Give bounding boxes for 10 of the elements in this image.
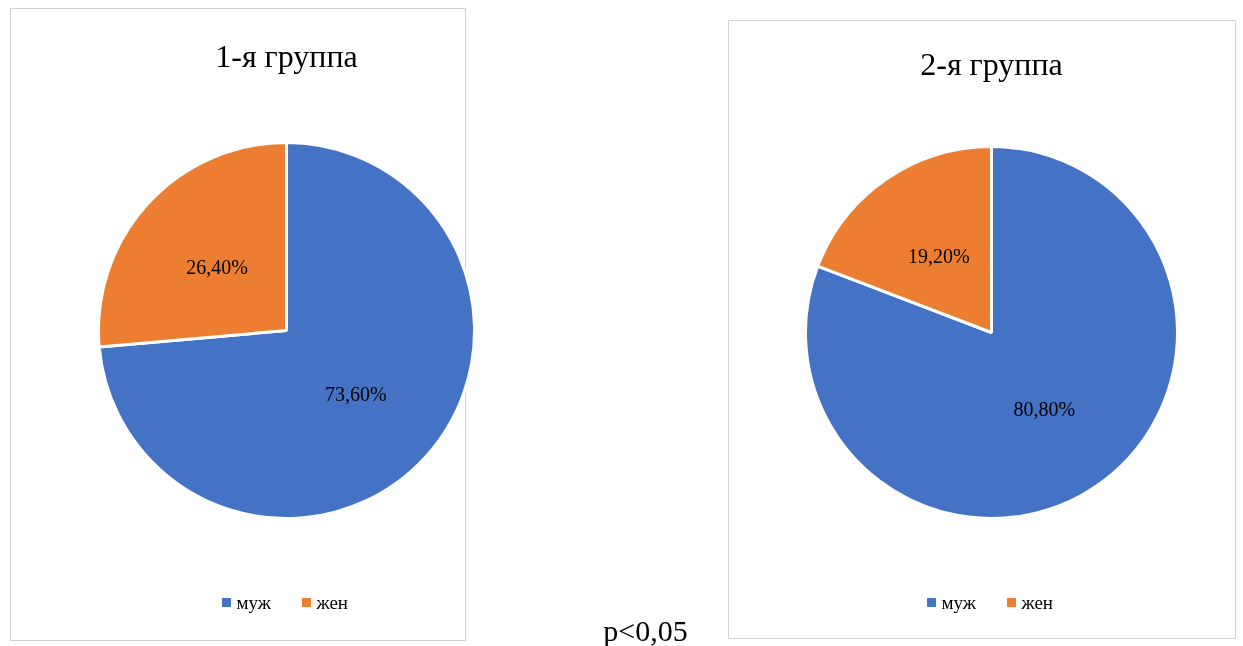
chart-title: 2-я группа [920,45,1063,82]
legend-label: муж [941,592,977,613]
legend-label: жен [1020,592,1053,613]
data-label: 80,80% [1013,398,1076,421]
legend-label: муж [236,592,272,613]
data-label: 19,20% [907,244,970,267]
data-label: 26,40% [186,256,249,279]
chart-title: 1-я группа [215,37,358,74]
data-label: 73,60% [325,382,387,405]
legend-label: жен [315,592,348,613]
